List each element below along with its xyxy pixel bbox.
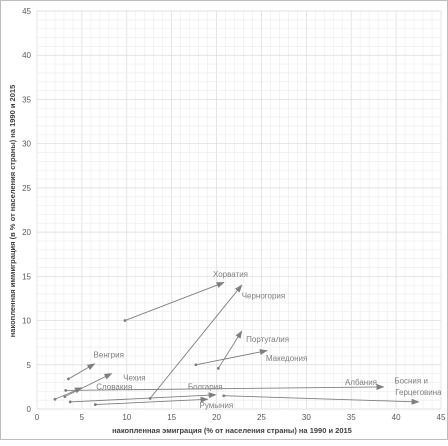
x-axis-title: накопленная эмиграция (% от населения ст… bbox=[112, 426, 352, 435]
x-tick-label: 20 bbox=[212, 413, 221, 422]
start-point-хорватия bbox=[123, 319, 127, 322]
data-label: Босния и bbox=[394, 376, 428, 385]
y-tick-label: 0 bbox=[27, 405, 32, 414]
arrow-хорватия bbox=[124, 282, 225, 321]
x-tick-label: 0 bbox=[35, 413, 40, 422]
y-tick-label: 20 bbox=[22, 228, 31, 237]
arrow-болгария bbox=[70, 392, 217, 403]
data-label: Венгрия bbox=[94, 351, 124, 360]
arrow-албания bbox=[65, 383, 385, 391]
data-label: Чехия bbox=[123, 374, 145, 383]
start-point-венгрия bbox=[67, 377, 70, 381]
y-tick-label: 25 bbox=[22, 184, 31, 193]
x-tick-label: 45 bbox=[437, 413, 446, 422]
data-label: Словакия bbox=[96, 383, 132, 392]
data-label: Румыния bbox=[199, 401, 233, 410]
start-point-словакия bbox=[53, 397, 57, 401]
arrow-словакия bbox=[54, 387, 83, 400]
arrow-черногория bbox=[149, 284, 243, 399]
data-label: Албания bbox=[345, 378, 377, 387]
tick-layer: 0 5 10 15 20 25 30 35 40 45 0 5 10 15 20 25 30 35 40 45 bbox=[22, 7, 446, 422]
arrow-босния-и-герцеговина bbox=[223, 395, 420, 405]
arrow-румыния bbox=[95, 396, 209, 406]
start-point-португалия bbox=[216, 366, 220, 370]
x-tick-label: 40 bbox=[392, 413, 401, 422]
x-tick-label: 5 bbox=[80, 413, 85, 422]
data-label: Хорватия bbox=[213, 270, 248, 279]
start-point-румыния bbox=[93, 403, 97, 406]
start-point-чехия bbox=[63, 395, 67, 399]
start-point-босния-и-герцеговина bbox=[222, 394, 226, 398]
x-tick-label: 35 bbox=[347, 413, 356, 422]
arrow-португалия bbox=[217, 330, 243, 369]
y-tick-label: 5 bbox=[27, 361, 32, 370]
series-layer bbox=[53, 282, 420, 406]
data-label: Португалия bbox=[246, 335, 289, 344]
y-tick-label: 35 bbox=[22, 95, 31, 104]
data-label: Герцеговина bbox=[395, 388, 442, 397]
grid-layer bbox=[36, 10, 442, 410]
y-tick-label: 15 bbox=[22, 272, 31, 281]
y-tick-label: 30 bbox=[22, 140, 31, 149]
data-label: Македония bbox=[266, 354, 307, 363]
arrow-венгрия bbox=[68, 363, 96, 380]
y-tick-label: 40 bbox=[22, 51, 31, 60]
label-layer: Хорватия Черногория Португалия Македония Вен… bbox=[94, 270, 443, 410]
arrow-чехия bbox=[64, 373, 113, 398]
arrow-македония bbox=[195, 349, 268, 366]
x-tick-label: 15 bbox=[167, 413, 176, 422]
x-tick-label: 10 bbox=[122, 413, 131, 422]
data-label: Черногория bbox=[242, 291, 286, 300]
start-point-македония bbox=[194, 363, 198, 367]
start-point-болгария bbox=[68, 400, 72, 404]
data-label: Болгария bbox=[188, 383, 223, 392]
y-tick-label: 10 bbox=[22, 317, 31, 326]
y-axis-title: накопленная иммиграция (в % от населения… bbox=[8, 85, 17, 338]
y-tick-label: 45 bbox=[22, 7, 31, 16]
start-point-албания bbox=[64, 389, 68, 392]
x-tick-label: 30 bbox=[302, 413, 311, 422]
x-tick-label: 25 bbox=[257, 413, 266, 422]
